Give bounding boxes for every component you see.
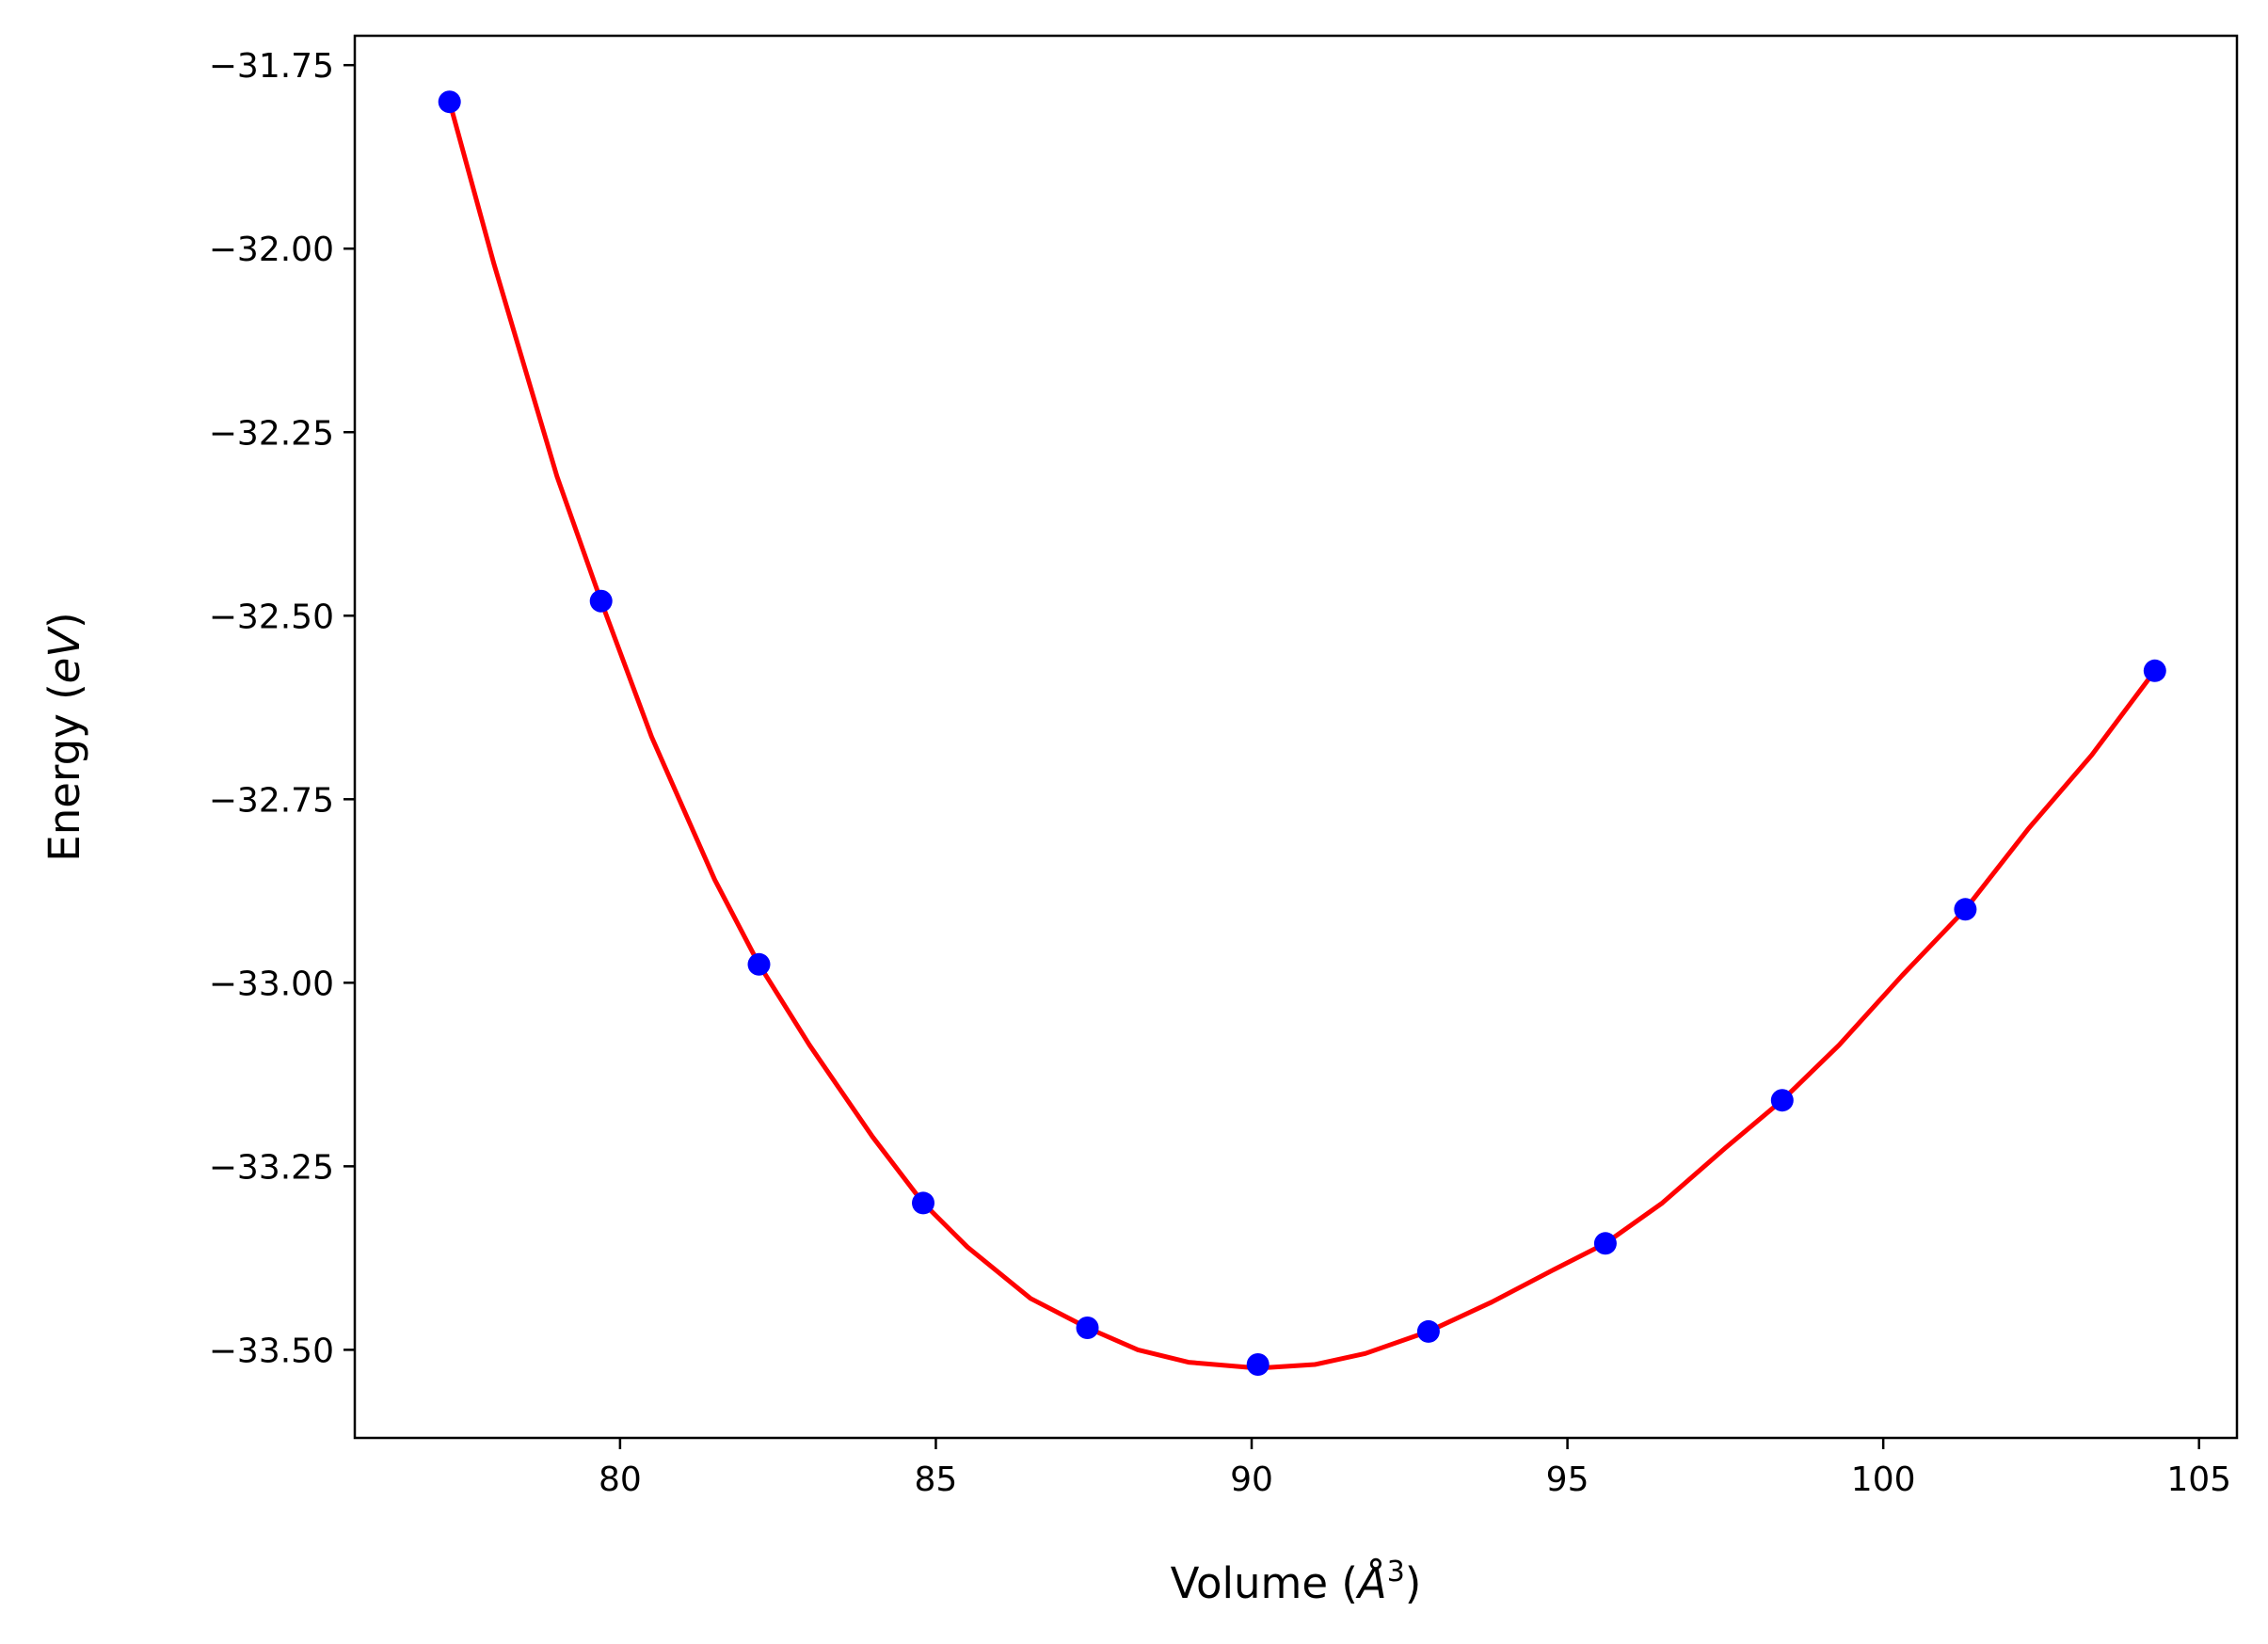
y-tick-label: −31.75 — [209, 47, 334, 86]
x-axis-label-prefix: Volume ( — [1171, 1558, 1358, 1608]
data-point — [438, 90, 461, 114]
x-tick-label: 105 — [2166, 1460, 2231, 1499]
x-tick-label: 95 — [1546, 1460, 1589, 1499]
y-tick-label: −33.00 — [209, 965, 334, 1003]
y-axis-label-unit: eV — [40, 626, 89, 684]
x-tick-label: 80 — [599, 1460, 642, 1499]
x-axis-label: Volume (Å3) — [1171, 1556, 1422, 1608]
y-tick-label: −32.25 — [209, 414, 334, 453]
y-tick-label: −33.50 — [209, 1332, 334, 1370]
data-point — [1954, 898, 1977, 921]
y-axis-label-suffix: ) — [40, 612, 89, 629]
data-point — [1246, 1353, 1270, 1376]
x-axis: 80 85 90 95 100 105 — [599, 1438, 2231, 1499]
data-point — [1593, 1232, 1617, 1255]
axes-frame — [353, 34, 2239, 1440]
data-point — [1770, 1089, 1794, 1112]
y-tick-label: −33.25 — [209, 1148, 334, 1187]
y-axis-label-prefix: Energy ( — [40, 683, 89, 861]
data-point — [1416, 1319, 1440, 1343]
data-point — [747, 952, 771, 976]
x-axis-label-unit: Å — [1355, 1558, 1387, 1608]
data-point — [2143, 659, 2166, 682]
x-tick-label: 85 — [915, 1460, 958, 1499]
y-axis: −31.75 −32.00 −32.25 −32.50 −32.75 −33.00 −33.… — [209, 47, 355, 1370]
x-tick-label: 100 — [1851, 1460, 1916, 1499]
x-tick-label: 90 — [1230, 1460, 1273, 1499]
y-axis-label: Energy (eV) — [40, 612, 89, 861]
plot-area — [438, 90, 2166, 1376]
x-axis-label-suffix: ) — [1405, 1558, 1422, 1608]
x-axis-label-exponent: 3 — [1387, 1556, 1405, 1588]
y-tick-label: −32.00 — [209, 231, 334, 269]
data-point — [1076, 1317, 1099, 1339]
y-tick-label: −32.75 — [209, 781, 334, 820]
y-tick-label: −32.50 — [209, 598, 334, 636]
data-point — [912, 1191, 934, 1215]
data-point — [589, 589, 613, 613]
